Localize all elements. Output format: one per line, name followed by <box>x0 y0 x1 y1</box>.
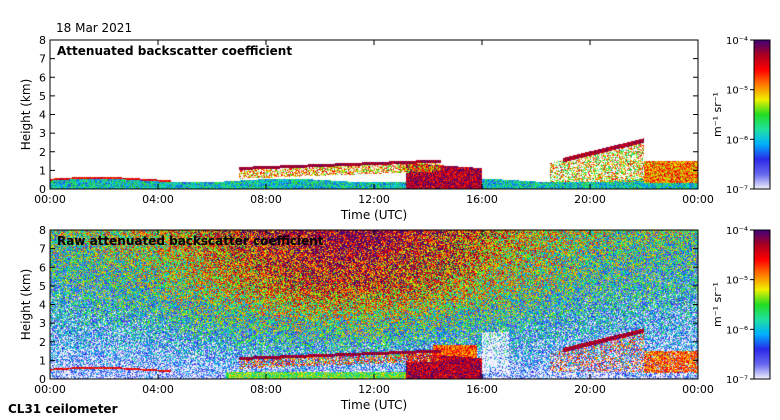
x-tick-label: 12:00 <box>358 193 390 206</box>
x-tick-label: 12:00 <box>358 383 390 396</box>
y-tick-label: 2 <box>39 336 46 349</box>
y-tick-label: 5 <box>39 280 46 293</box>
colorbar <box>753 39 771 190</box>
y-tick-label: 1 <box>39 354 46 367</box>
y-tick-label: 7 <box>39 53 46 66</box>
y-tick-label: 5 <box>39 90 46 103</box>
attenuated-backscatter-panel: 00:00 04:00 08:00 12:00 16:00 20:00 00:0001234… <box>19 34 771 222</box>
x-tick-label: 08:00 <box>250 193 282 206</box>
x-tick-label: 00:00 <box>682 383 714 396</box>
y-axis-label: Height (km) <box>19 79 33 150</box>
raw-backscatter-panel: 00:00 04:00 08:00 12:00 16:00 20:00 00:0001234… <box>19 224 771 412</box>
y-tick-label: 7 <box>39 243 46 256</box>
y-tick-label: 0 <box>39 373 46 386</box>
colorbar-tick-label: 10⁻⁴ <box>726 36 748 47</box>
y-axis-label: Height (km) <box>19 269 33 340</box>
y-tick-label: 3 <box>39 317 46 330</box>
panel-title: Attenuated backscatter coefficient <box>57 44 292 58</box>
colorbar-tick-label: 10⁻⁵ <box>726 276 748 287</box>
panel-title: Raw attenuated backscatter coefficient <box>57 234 324 248</box>
y-tick-label: 6 <box>39 261 46 274</box>
x-tick-label: 00:00 <box>34 383 66 396</box>
x-tick-label: 16:00 <box>466 383 498 396</box>
x-tick-label: 08:00 <box>250 383 282 396</box>
x-tick-label: 20:00 <box>574 383 606 396</box>
colorbar-tick-label: 10⁻⁶ <box>726 325 748 336</box>
heatmap-image <box>50 230 698 379</box>
colorbar-label: m⁻¹ sr⁻¹ <box>711 92 724 137</box>
x-tick-label: 04:00 <box>142 383 174 396</box>
heatmap-image <box>50 40 698 189</box>
y-tick-label: 4 <box>39 299 46 312</box>
y-tick-label: 1 <box>39 164 46 177</box>
colorbar-label: m⁻¹ sr⁻¹ <box>711 282 724 327</box>
y-tick-label: 8 <box>39 34 46 47</box>
x-tick-label: 16:00 <box>466 193 498 206</box>
colorbar-tick-label: 10⁻⁵ <box>726 86 748 97</box>
instrument-label: CL31 ceilometer <box>8 402 118 416</box>
colorbar-tick-label: 10⁻⁶ <box>726 135 748 146</box>
x-tick-label: 00:00 <box>682 193 714 206</box>
colorbar-tick-label: 10⁻⁷ <box>726 375 748 386</box>
y-tick-label: 3 <box>39 127 46 140</box>
x-axis-label: Time (UTC) <box>340 208 407 222</box>
y-tick-label: 4 <box>39 109 46 122</box>
y-tick-label: 8 <box>39 224 46 237</box>
colorbar-tick-label: 10⁻⁷ <box>726 185 748 196</box>
y-tick-label: 2 <box>39 146 46 159</box>
x-tick-label: 20:00 <box>574 193 606 206</box>
y-tick-label: 0 <box>39 183 46 196</box>
x-tick-label: 04:00 <box>142 193 174 206</box>
date-label: 18 Mar 2021 <box>56 21 132 35</box>
x-tick-label: 00:00 <box>34 193 66 206</box>
colorbar <box>753 229 771 380</box>
y-tick-label: 6 <box>39 71 46 84</box>
colorbar-tick-label: 10⁻⁴ <box>726 226 748 237</box>
x-axis-label: Time (UTC) <box>340 398 407 412</box>
